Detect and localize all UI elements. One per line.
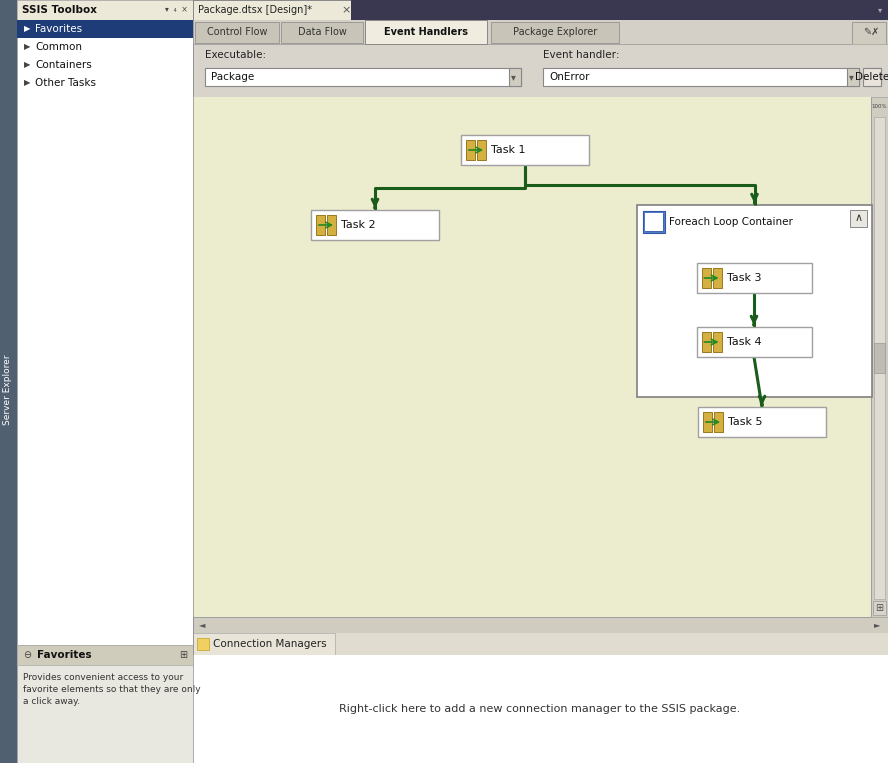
Text: ▶: ▶ [24,79,30,88]
Bar [461,135,589,165]
Bar [193,633,888,763]
Text: Delete: Delete [855,72,888,82]
Bar [850,210,867,227]
Text: Package: Package [211,72,254,82]
Bar [193,0,351,20]
Text: Foreach Loop Container: Foreach Loop Container [669,217,793,227]
Text: ▶: ▶ [24,43,30,51]
Bar [205,68,521,86]
Text: Data Flow: Data Flow [297,27,346,37]
Bar [365,20,487,44]
Text: Task 3: Task 3 [726,273,761,283]
Text: Provides convenient access to your: Provides convenient access to your [23,673,183,682]
Text: ▾: ▾ [849,72,854,82]
Bar [316,215,325,235]
Text: Executable:: Executable: [205,50,266,60]
Text: ▾: ▾ [511,72,516,82]
Text: Common: Common [35,42,82,52]
Bar [873,601,886,615]
Bar [193,617,888,633]
Bar [197,638,209,650]
Text: ×: × [341,5,351,15]
Bar [477,140,486,160]
Text: Favorites: Favorites [35,24,82,34]
Bar [17,0,193,20]
Bar [193,0,888,20]
Bar [696,327,812,357]
Text: Task 2: Task 2 [341,220,376,230]
Bar [645,213,663,231]
Text: Package.dtsx [Design]*: Package.dtsx [Design]* [198,5,312,15]
Bar [17,0,193,645]
Bar [327,215,336,235]
Bar [466,140,475,160]
Text: ▾: ▾ [878,5,883,14]
Text: ◄: ◄ [199,620,205,629]
Bar [714,412,723,432]
Text: ✎✗: ✎✗ [863,27,879,37]
Bar [703,412,712,432]
Bar [645,213,663,231]
Bar [637,205,872,397]
Bar [702,268,710,288]
Bar [712,332,721,352]
Text: Task 1: Task 1 [491,145,526,155]
Bar [874,117,885,599]
Text: ⊞: ⊞ [179,650,187,660]
Bar [491,22,619,43]
Text: favorite elements so that they are only: favorite elements so that they are only [23,685,201,694]
Bar [195,22,279,43]
Bar [351,0,888,20]
Text: Event Handlers: Event Handlers [384,27,468,37]
Bar [698,407,826,437]
Bar [852,22,886,44]
Text: Event handler:: Event handler: [543,50,620,60]
Bar [17,20,193,38]
Bar [193,20,888,44]
Text: ▶: ▶ [24,24,30,34]
Text: ►: ► [874,620,881,629]
Text: Right-click here to add a new connection manager to the SSIS package.: Right-click here to add a new connection… [339,704,741,714]
Text: OnError: OnError [549,72,590,82]
Text: ⊖: ⊖ [23,650,31,660]
Bar [696,263,812,293]
Bar [543,68,859,86]
Bar [871,97,888,617]
Text: Containers: Containers [35,60,91,70]
Bar [193,97,871,617]
Text: SSIS Toolbox: SSIS Toolbox [22,5,97,15]
Text: ⊞: ⊞ [875,603,883,613]
Bar [311,210,439,240]
Text: 100%: 100% [871,105,887,110]
Text: Task 4: Task 4 [726,337,761,347]
Text: Server Explorer: Server Explorer [4,355,12,425]
Bar [0,0,17,763]
Text: Control Flow: Control Flow [207,27,267,37]
Bar [509,68,521,86]
Bar [193,633,335,655]
Bar [17,645,193,763]
Text: Other Tasks: Other Tasks [35,78,96,88]
Bar [643,211,665,233]
Bar [865,68,881,86]
Text: Package Explorer: Package Explorer [513,27,597,37]
Text: Task 5: Task 5 [728,417,763,427]
Bar [712,268,721,288]
Text: ▾  ₄  ×: ▾ ₄ × [165,5,187,14]
Bar [281,22,363,43]
Bar [863,68,881,86]
Bar [847,68,859,86]
Text: a click away.: a click away. [23,697,80,706]
Bar [17,645,193,665]
Text: Favorites: Favorites [37,650,91,660]
Bar [874,343,885,373]
Bar [702,332,710,352]
Bar [865,68,877,86]
Text: Connection Managers: Connection Managers [213,639,327,649]
Text: ∧: ∧ [855,213,863,223]
Bar [193,655,888,763]
Text: ▶: ▶ [24,60,30,69]
Bar [193,44,888,97]
